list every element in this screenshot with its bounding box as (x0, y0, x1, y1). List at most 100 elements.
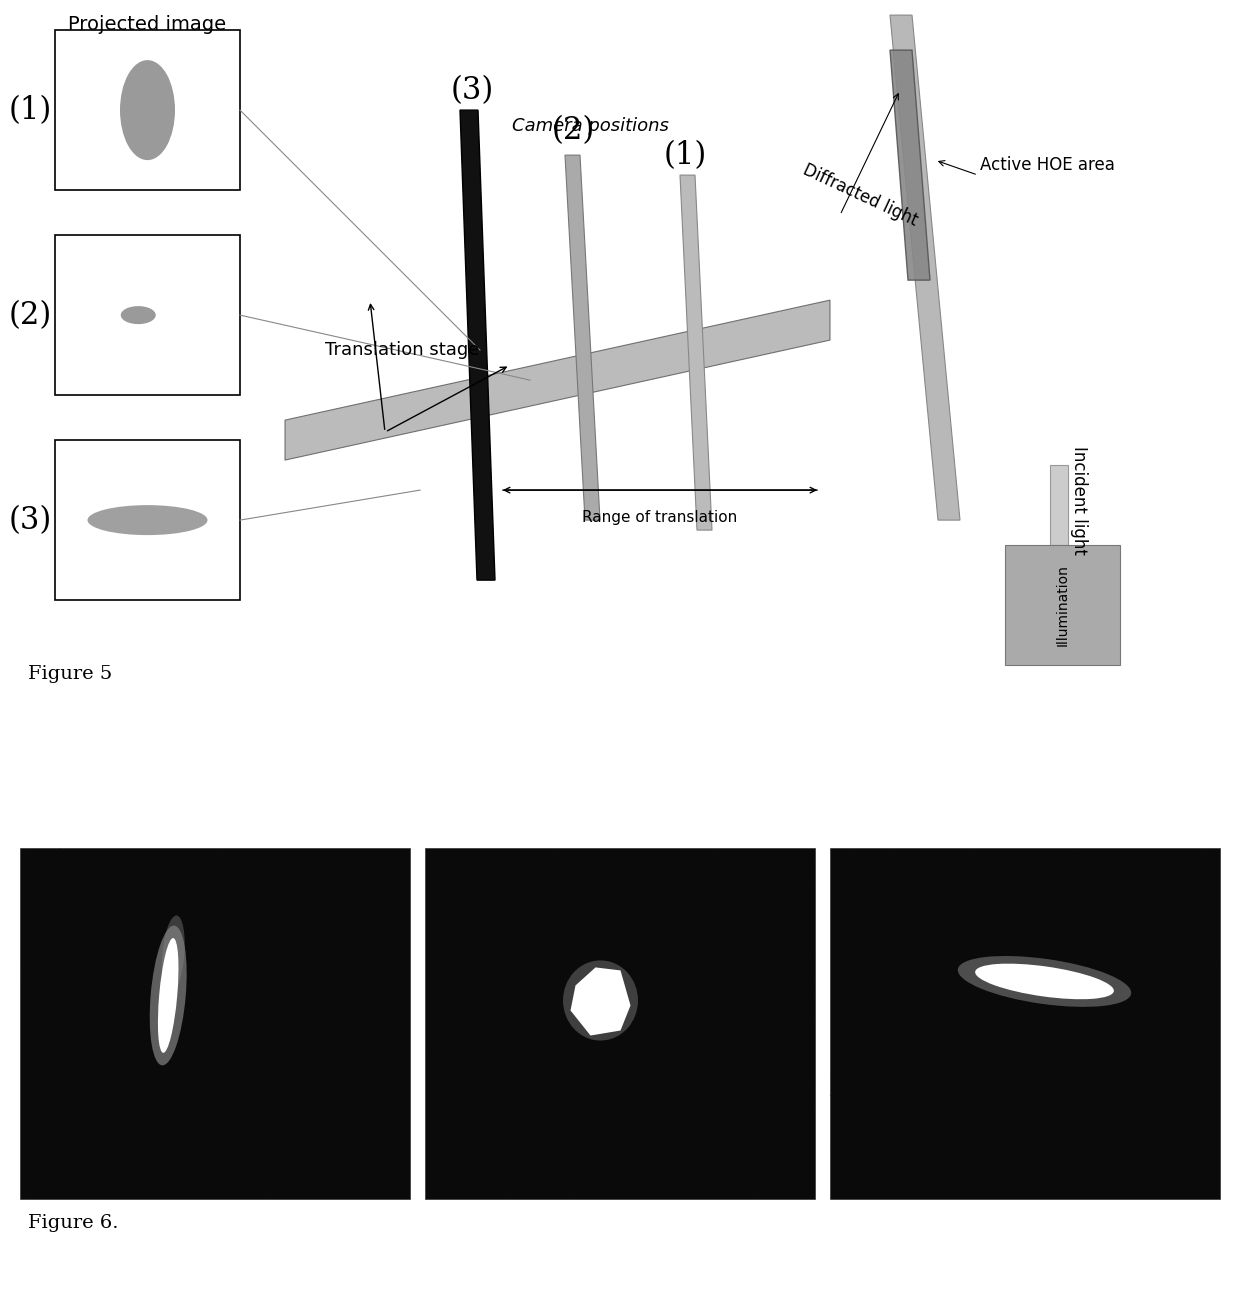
Point (73, 883, 93, 903)
Point (889, 1026, 909, 1047)
Point (1178, 1176, 1198, 1197)
Point (1102, 859, 1122, 880)
Point (78, 951, 98, 972)
Point (223, 928, 243, 949)
Point (875, 990, 895, 1011)
Point (1012, 1090, 1032, 1110)
Point (892, 893, 911, 914)
Point (150, 1043, 170, 1064)
Point (435, 1157, 455, 1178)
Point (827, 1128, 847, 1149)
Point (1194, 1141, 1214, 1162)
Point (139, 1181, 159, 1202)
Point (397, 1165, 417, 1185)
Point (780, 839, 800, 859)
Point (167, 883, 187, 903)
Point (1190, 1140, 1210, 1161)
Point (681, 1071, 701, 1092)
Point (208, 983, 228, 1004)
Point (1112, 899, 1132, 920)
Point (646, 1185, 666, 1206)
Point (1133, 989, 1153, 1009)
Point (424, 1126, 444, 1146)
Point (394, 1042, 414, 1062)
Point (520, 921, 539, 942)
Point (1045, 1136, 1065, 1157)
Point (923, 1033, 942, 1053)
Point (498, 1020, 518, 1040)
Point (388, 886, 408, 907)
Point (27, 958, 47, 978)
Point (448, 889, 467, 910)
Point (554, 967, 574, 987)
Point (490, 914, 510, 934)
Point (794, 1075, 813, 1096)
Point (360, 1017, 379, 1038)
Point (120, 947, 140, 968)
Point (1049, 1079, 1069, 1100)
Point (477, 893, 497, 914)
Ellipse shape (157, 938, 179, 1053)
Point (603, 858, 622, 879)
Point (388, 883, 408, 903)
Point (1123, 929, 1143, 950)
Point (947, 1074, 967, 1095)
Point (262, 1178, 281, 1198)
Point (949, 1079, 968, 1100)
Point (329, 1046, 348, 1066)
Point (883, 1061, 903, 1082)
Point (611, 1122, 631, 1143)
Point (259, 1105, 279, 1126)
Point (703, 941, 723, 961)
Bar (1004, 545, 1120, 665)
Point (393, 955, 413, 976)
Point (935, 1051, 955, 1071)
Point (835, 1077, 854, 1097)
Point (978, 1049, 998, 1070)
Point (115, 1030, 135, 1051)
Point (970, 901, 990, 921)
Point (161, 916, 181, 937)
Point (703, 1183, 723, 1203)
Point (960, 1114, 980, 1135)
Point (1104, 1031, 1123, 1052)
Point (970, 1152, 990, 1172)
Text: Camera positions: Camera positions (512, 118, 668, 135)
Point (477, 1011, 497, 1031)
Point (626, 982, 646, 1003)
Point (854, 851, 874, 872)
Point (1169, 977, 1189, 998)
Point (40, 886, 60, 907)
Point (921, 996, 941, 1017)
Point (324, 859, 343, 880)
Point (611, 952, 631, 973)
Point (765, 907, 785, 928)
Point (851, 964, 870, 985)
Point (951, 1026, 971, 1047)
Point (491, 855, 511, 876)
Point (195, 1104, 215, 1124)
Point (1163, 1020, 1183, 1040)
Point (517, 1166, 537, 1187)
Point (652, 970, 672, 991)
Point (708, 1158, 728, 1179)
Point (109, 976, 129, 996)
Point (962, 947, 982, 968)
Point (306, 903, 326, 924)
Point (849, 911, 869, 932)
Point (589, 1064, 609, 1084)
Point (291, 963, 311, 983)
Point (709, 871, 729, 892)
Point (301, 855, 321, 876)
Point (1172, 1027, 1192, 1048)
Point (1168, 910, 1188, 930)
Point (601, 873, 621, 894)
Point (945, 1152, 965, 1172)
Point (698, 851, 718, 872)
Point (993, 1035, 1013, 1056)
Point (1111, 1061, 1131, 1082)
Point (53, 908, 73, 929)
Point (539, 910, 559, 930)
Point (112, 1136, 131, 1157)
Point (489, 1134, 508, 1154)
